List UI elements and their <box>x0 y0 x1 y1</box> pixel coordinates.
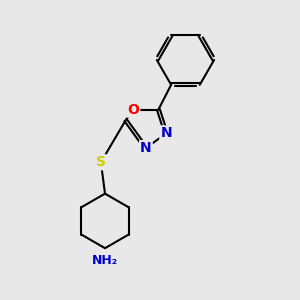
Text: NH₂: NH₂ <box>92 254 118 267</box>
Text: N: N <box>160 126 172 140</box>
Text: S: S <box>96 155 106 169</box>
Text: N: N <box>140 141 152 155</box>
Text: O: O <box>128 103 139 117</box>
